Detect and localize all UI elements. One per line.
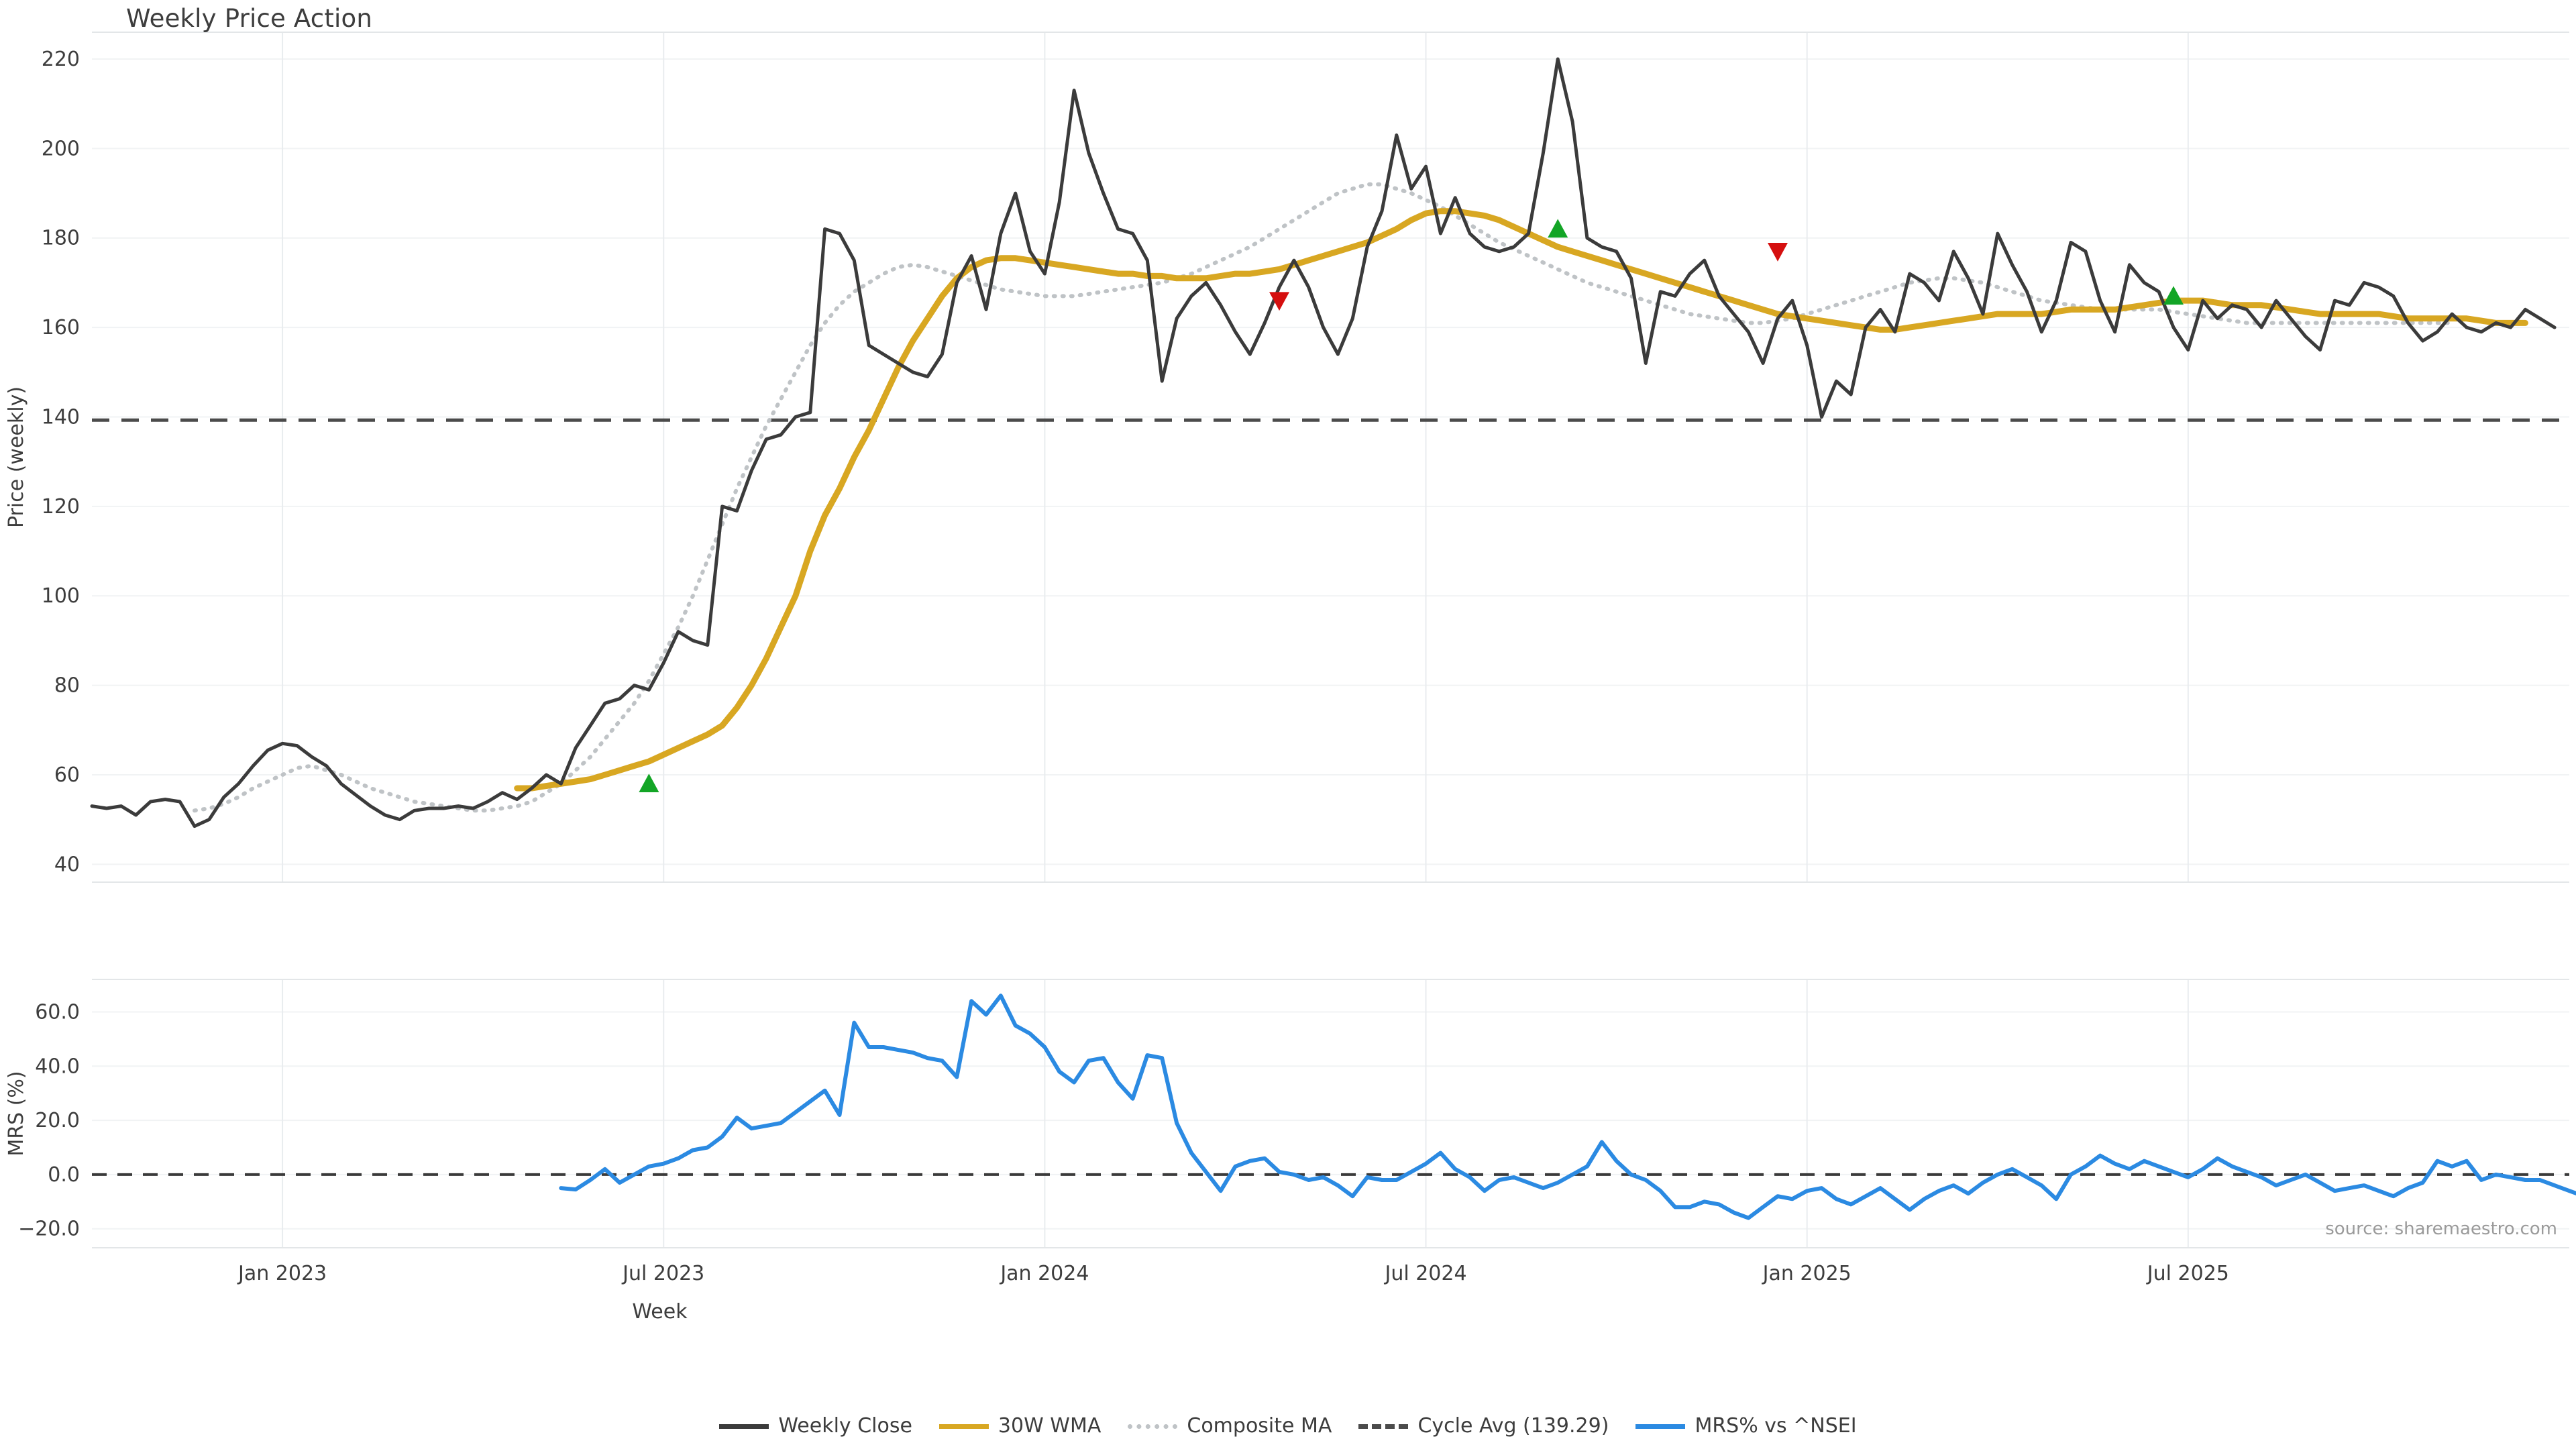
y-axis-tick-label: 60.0 xyxy=(35,1000,80,1024)
sell-marker xyxy=(1767,243,1788,262)
y-axis-tick-label: 60 xyxy=(54,763,80,787)
price-panel: 40 60 80 100 120 140 160 180 200 220 Price (weekly… xyxy=(5,32,2569,883)
x-axis-tick-label: Jul 2025 xyxy=(2146,1262,2229,1285)
y-axis-tick-label: −20.0 xyxy=(18,1218,80,1241)
y-axis-tick-label: 140 xyxy=(42,405,80,429)
legend-label: 30W WMA xyxy=(998,1414,1102,1438)
series-line-30w-wma xyxy=(514,208,2528,792)
y-axis-tick-label: 20.0 xyxy=(35,1109,80,1132)
y-axis-tick-label: 80 xyxy=(54,674,80,698)
legend-label: Weekly Close xyxy=(778,1414,912,1438)
legend-item[interactable]: Weekly Close xyxy=(719,1414,912,1438)
x-axis-tick-label: Jan 2023 xyxy=(237,1262,327,1285)
y-axis-tick-label: 40 xyxy=(54,853,80,876)
buy-marker xyxy=(2163,286,2184,305)
series-line-composite-ma xyxy=(193,182,2455,813)
page-title: Weekly Price Action xyxy=(126,4,373,33)
y-axis-tick-label: 120 xyxy=(42,495,80,519)
legend-item[interactable]: Composite MA xyxy=(1128,1414,1332,1438)
y-axis-title: Price (weekly) xyxy=(5,386,28,528)
buy-marker xyxy=(639,773,659,793)
legend-item[interactable]: MRS% vs ^NSEI xyxy=(1635,1414,1857,1438)
y-axis-tick-label: 160 xyxy=(42,316,80,339)
y-axis-tick-label: 200 xyxy=(42,137,80,160)
y-axis-title: MRS (%) xyxy=(5,1071,28,1156)
buy-marker xyxy=(1548,219,1568,238)
y-axis-tick-label: 40.0 xyxy=(35,1055,80,1078)
x-axis-tick-label: Jan 2025 xyxy=(1762,1262,1851,1285)
y-axis-tick-label: 220 xyxy=(42,48,80,71)
x-axis-tick-label: Jul 2023 xyxy=(621,1262,704,1285)
legend-item[interactable]: 30W WMA xyxy=(938,1414,1102,1438)
legend-label: Composite MA xyxy=(1187,1414,1332,1438)
series-line-weekly-close xyxy=(90,57,2557,828)
x-axis-tick-label: Jan 2024 xyxy=(999,1262,1089,1285)
legend-label: MRS% vs ^NSEI xyxy=(1695,1414,1857,1438)
series-line-mrs-vs-nsei xyxy=(559,994,2576,1220)
x-axis-tick-label: Jul 2024 xyxy=(1383,1262,1466,1285)
y-axis-tick-label: 180 xyxy=(42,227,80,250)
x-axis-title: Week xyxy=(632,1300,688,1324)
y-axis-tick-label: 0.0 xyxy=(48,1163,80,1187)
source-watermark: source: sharemaestro.com xyxy=(2325,1219,2557,1239)
mrs-panel: −20.0 0.0 20.0 40.0 60.0 MRS (%) Jan 2023 Jul 2… xyxy=(5,979,2576,1324)
sell-marker xyxy=(1269,292,1290,311)
y-axis-tick-label: 100 xyxy=(42,584,80,608)
legend-item[interactable]: Cycle Avg (139.29) xyxy=(1358,1414,1609,1438)
chart-legend: Weekly Close 30W WMA Composite MA Cycle Avg… xyxy=(0,1414,2576,1438)
legend-label: Cycle Avg (139.29) xyxy=(1417,1414,1609,1438)
figure-canvas: 40 60 80 100 120 140 160 180 200 220 Price (weekly… xyxy=(5,32,2576,1324)
